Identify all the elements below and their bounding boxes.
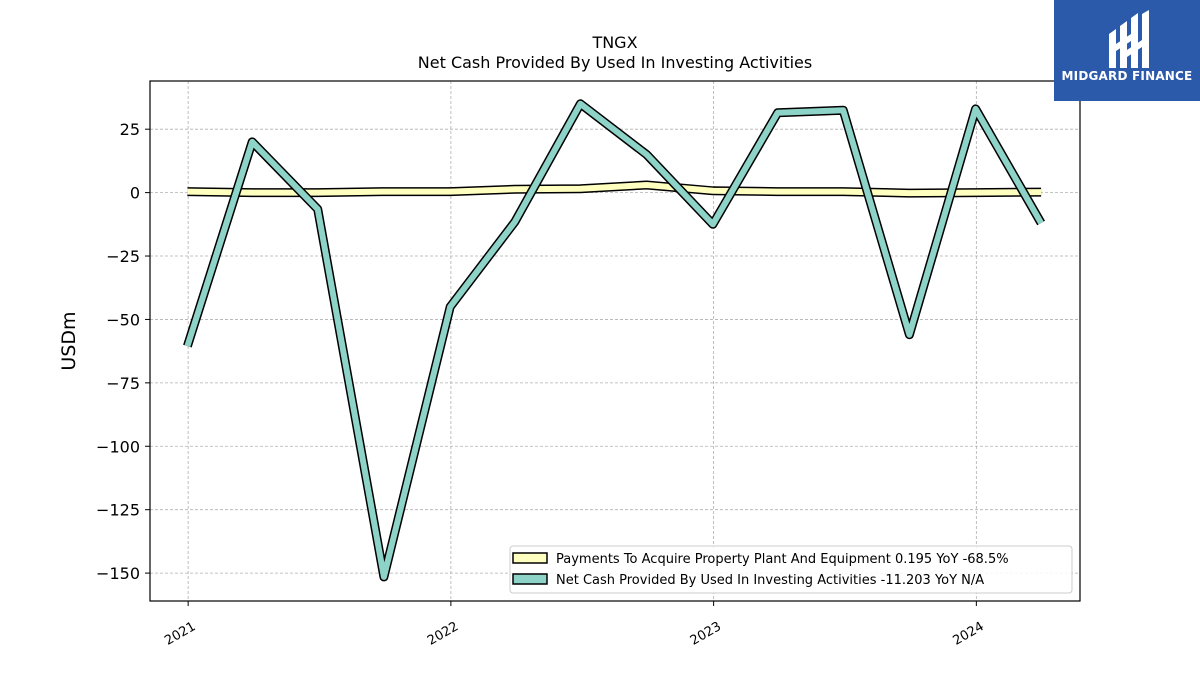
- brand-logo: MIDGARD FINANCE: [1054, 0, 1200, 101]
- legend-swatch: [512, 552, 548, 564]
- series-line: [187, 182, 1042, 197]
- legend-label: Net Cash Provided By Used In Investing A…: [556, 573, 984, 588]
- y-tick-label: −75: [106, 374, 140, 393]
- y-axis: 25 0 −25 −50 −75 −100 −125 −150: [96, 120, 150, 583]
- grid-lines: [150, 81, 1080, 601]
- midgard-logo-icon: [1109, 10, 1149, 68]
- series-layer: [183, 99, 1046, 582]
- y-tick-label: −25: [106, 247, 140, 266]
- x-tick-label: 2023: [688, 619, 724, 649]
- y-tick-label: 0: [130, 184, 140, 203]
- chart-subtitle: Net Cash Provided By Used In Investing A…: [418, 53, 812, 72]
- y-tick-label: −100: [96, 437, 140, 456]
- legend: Payments To Acquire Property Plant And E…: [509, 545, 1073, 594]
- x-tick-label: 2022: [425, 619, 461, 649]
- legend-box: [509, 545, 1073, 594]
- legend-swatch: [512, 573, 548, 585]
- legend-label: Payments To Acquire Property Plant And E…: [556, 552, 1009, 567]
- x-axis: 2021 2022 2023 2024: [162, 601, 987, 649]
- series-line-outline: [183, 99, 1046, 582]
- chart-title: TNGX: [591, 33, 637, 52]
- y-axis-label: USDm: [58, 311, 80, 370]
- x-tick-label: 2021: [162, 619, 198, 649]
- series-0: [187, 180, 1042, 198]
- brand-name: MIDGARD FINANCE: [1061, 69, 1193, 83]
- x-tick-label: 2024: [951, 619, 987, 649]
- y-tick-label: −150: [96, 564, 140, 583]
- y-tick-label: −125: [96, 501, 140, 520]
- y-tick-label: 25: [120, 120, 140, 139]
- series-1: [183, 99, 1046, 582]
- plot-frame: [149, 80, 1081, 602]
- series-line: [184, 100, 1044, 580]
- y-tick-label: −50: [106, 310, 140, 329]
